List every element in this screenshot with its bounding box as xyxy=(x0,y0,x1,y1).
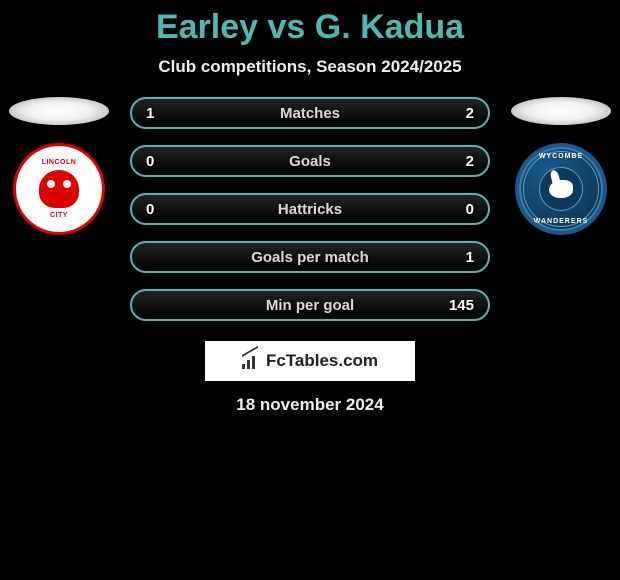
stat-right-value: 1 xyxy=(444,249,474,266)
right-badge-text-bottom: WANDERERS xyxy=(534,218,589,225)
stat-label: Goals per match xyxy=(251,249,369,266)
stat-row-matches: 1 Matches 2 xyxy=(130,97,490,129)
stats-column: 1 Matches 2 0 Goals 2 0 Hattricks 0 Goal… xyxy=(120,97,500,321)
left-badge-text-top: LINCOLN xyxy=(42,159,77,166)
left-player-placeholder xyxy=(9,97,109,125)
left-badge-text-bottom: CITY xyxy=(50,212,68,219)
right-badge-text-top: WYCOMBE xyxy=(539,153,583,160)
stat-right-value: 2 xyxy=(444,153,474,170)
comparison-widget: Earley vs G. Kadua Club competitions, Se… xyxy=(0,0,620,415)
stat-row-goals-per-match: Goals per match 1 xyxy=(130,241,490,273)
stat-left-value: 0 xyxy=(146,153,176,170)
stat-row-hattricks: 0 Hattricks 0 xyxy=(130,193,490,225)
imp-icon xyxy=(39,170,79,208)
stat-row-min-per-goal: Min per goal 145 xyxy=(130,289,490,321)
stat-left-value: 1 xyxy=(146,105,176,122)
stat-label: Goals xyxy=(289,153,331,170)
stat-right-value: 2 xyxy=(444,105,474,122)
subtitle: Club competitions, Season 2024/2025 xyxy=(0,57,620,77)
left-team-badge: LINCOLN CITY xyxy=(13,143,105,235)
chart-icon xyxy=(242,353,262,369)
brand-box[interactable]: FcTables.com xyxy=(205,341,415,381)
stat-label: Matches xyxy=(280,105,340,122)
left-badge-inner: LINCOLN CITY xyxy=(39,159,79,219)
date-text: 18 november 2024 xyxy=(0,395,620,415)
main-row: LINCOLN CITY 1 Matches 2 0 Goals 2 0 Hat… xyxy=(0,97,620,321)
stat-right-value: 145 xyxy=(444,297,474,314)
stat-right-value: 0 xyxy=(444,201,474,218)
swan-body xyxy=(549,180,573,198)
left-side: LINCOLN CITY xyxy=(4,97,114,235)
stat-label: Min per goal xyxy=(266,297,354,314)
stat-row-goals: 0 Goals 2 xyxy=(130,145,490,177)
stat-left-value: 0 xyxy=(146,201,176,218)
page-title: Earley vs G. Kadua xyxy=(0,8,620,47)
brand-text: FcTables.com xyxy=(266,351,378,371)
right-team-badge: WYCOMBE WANDERERS xyxy=(515,143,607,235)
right-side: WYCOMBE WANDERERS xyxy=(506,97,616,235)
right-player-placeholder xyxy=(511,97,611,125)
stat-label: Hattricks xyxy=(278,201,342,218)
